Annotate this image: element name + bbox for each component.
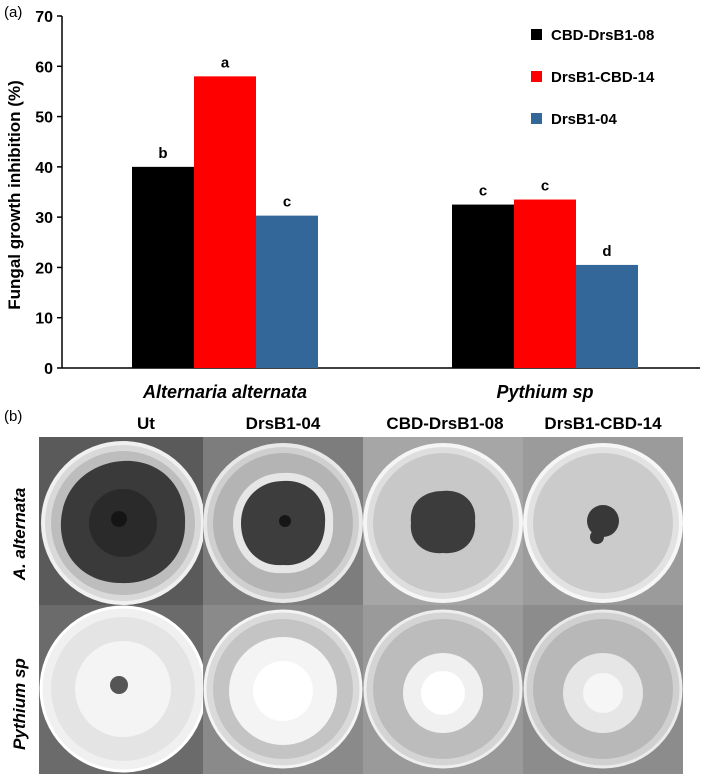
x-category-label: Pythium sp — [496, 382, 593, 402]
bar-significance-label: b — [158, 145, 167, 162]
y-tick-label: 40 — [35, 160, 53, 177]
plate-cbd-drsb1-08-a-alternata — [363, 437, 523, 605]
bar — [514, 200, 576, 368]
y-tick-label: 50 — [35, 110, 53, 127]
bar-significance-label: d — [602, 243, 611, 260]
legend: CBD-DrsB1-08 DrsB1-CBD-14 DrsB1-04 — [531, 27, 655, 128]
y-tick-label: 60 — [35, 59, 53, 76]
petri-dish-photo-grid — [39, 437, 683, 774]
bar — [132, 167, 194, 368]
panel-b-label: (b) — [4, 408, 22, 425]
column-header-cbd-drsb1-08: CBD-DrsB1-08 — [365, 414, 525, 434]
x-category-label: Alternaria alternata — [142, 382, 307, 402]
y-tick-label: 10 — [35, 311, 53, 328]
legend-swatch — [531, 113, 542, 124]
row-header-a-alternata: A. alternata — [10, 459, 30, 609]
bar — [194, 76, 256, 368]
legend-label: DrsB1-04 — [551, 111, 618, 128]
y-tick-label: 70 — [35, 9, 53, 26]
y-tick-label: 20 — [35, 260, 53, 277]
bar-chart: Fungal growth inhibition (%) 0 10 20 30 40 50… — [0, 0, 709, 405]
bar-significance-label: c — [283, 194, 291, 211]
legend-swatch — [531, 29, 542, 40]
column-header-drsb1-04: DrsB1-04 — [203, 414, 363, 434]
y-axis-label: Fungal growth inhibition (%) — [5, 80, 24, 309]
bar-significance-label: c — [541, 178, 549, 195]
row-header-pythium: Pythium sp — [10, 629, 30, 779]
bar-significance-label: a — [221, 54, 230, 71]
bar — [256, 216, 318, 368]
plate-drsb1-04-a-alternata — [203, 437, 363, 605]
bar — [452, 205, 514, 368]
y-tick-label: 0 — [44, 361, 53, 378]
plate-drsb1-cbd-14-a-alternata — [523, 437, 683, 605]
y-tick-label: 30 — [35, 210, 53, 227]
legend-label: DrsB1-CBD-14 — [551, 69, 655, 86]
plate-ut-a-alternata — [39, 437, 203, 605]
bar — [576, 265, 638, 368]
plate-cbd-drsb1-08-pythium — [363, 605, 523, 774]
legend-swatch — [531, 71, 542, 82]
bars: b a c Alternaria alternata c c d Pythium sp — [132, 54, 638, 402]
bar-significance-label: c — [479, 183, 487, 200]
column-header-drsb1-cbd-14: DrsB1-CBD-14 — [523, 414, 683, 434]
legend-label: CBD-DrsB1-08 — [551, 27, 654, 44]
plate-ut-pythium — [39, 605, 203, 774]
plate-drsb1-04-pythium — [203, 605, 363, 774]
plate-drsb1-cbd-14-pythium — [523, 605, 683, 774]
column-header-ut: Ut — [66, 414, 226, 434]
